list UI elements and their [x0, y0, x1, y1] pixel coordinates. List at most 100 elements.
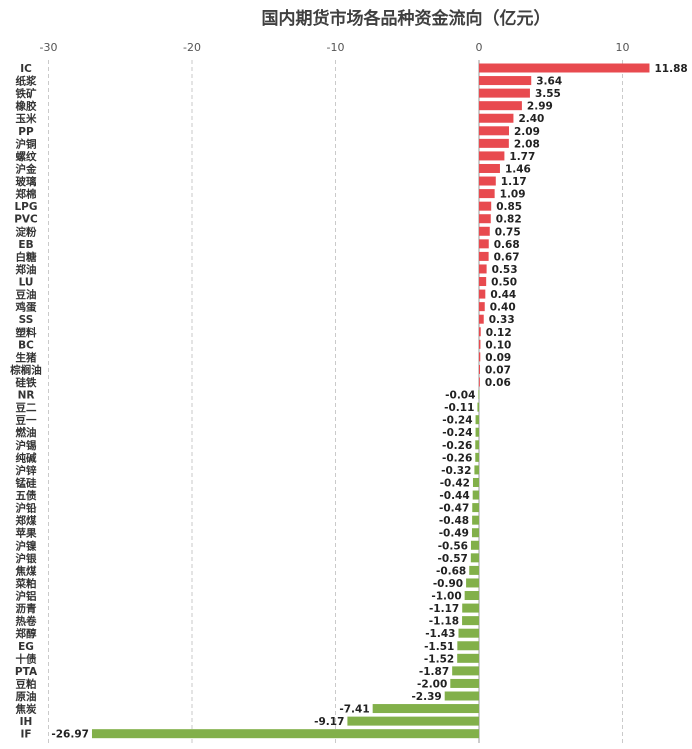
bar	[479, 163, 500, 173]
value-label: -0.24	[442, 427, 472, 439]
value-label: -0.90	[433, 578, 463, 590]
category-label: 棕榈油	[9, 363, 42, 376]
bar	[479, 113, 514, 123]
category-label: 锰硅	[16, 476, 37, 489]
x-tick-label: -10	[327, 41, 345, 54]
value-label: -1.18	[429, 616, 459, 628]
value-labels: 11.88 3.643.552.992.402.092.081.771.461.1…	[51, 63, 687, 741]
bar	[475, 427, 479, 437]
x-axis-ticks: -30 -20 -10 0 10	[40, 41, 630, 54]
value-label: 0.12	[486, 327, 512, 339]
bar	[444, 691, 479, 701]
bar	[479, 377, 480, 387]
bar	[479, 239, 489, 249]
bar	[372, 704, 479, 714]
bar	[462, 616, 479, 626]
value-label: 0.33	[489, 314, 515, 326]
bar	[479, 339, 481, 349]
value-label: -0.04	[445, 390, 475, 402]
value-label: -1.87	[419, 666, 449, 678]
value-label: -0.42	[440, 477, 470, 489]
category-label: 焦煤	[15, 564, 37, 577]
category-label: 螺纹	[16, 150, 37, 163]
value-label: 0.50	[491, 277, 517, 289]
category-label: 沪铝	[16, 590, 37, 603]
value-label: 1.46	[505, 163, 531, 175]
grid-lines	[48, 60, 623, 743]
category-label: 原油	[16, 690, 37, 703]
value-label: 0.44	[490, 289, 516, 301]
value-label: -2.00	[417, 678, 447, 690]
value-label: -0.49	[439, 528, 469, 540]
x-tick-label: -30	[40, 41, 58, 54]
value-label: -1.43	[425, 628, 455, 640]
category-label: 沪锡	[16, 439, 37, 452]
value-label: -0.56	[438, 540, 468, 552]
value-label: -0.44	[439, 490, 469, 502]
bar	[479, 289, 486, 299]
category-label: SS	[19, 314, 34, 326]
bar	[472, 490, 479, 500]
category-label: 白糖	[16, 250, 37, 263]
category-label: 纯碱	[16, 451, 37, 464]
bar	[479, 138, 509, 148]
bar	[91, 729, 479, 739]
bar	[474, 465, 479, 475]
value-label: -0.48	[439, 515, 469, 527]
value-label: 1.17	[501, 176, 527, 188]
bar	[464, 591, 479, 601]
category-label: 沪铜	[16, 137, 37, 150]
value-label: 0.06	[485, 377, 511, 389]
bar	[457, 653, 479, 663]
category-label: 五债	[16, 489, 37, 502]
chart-title: 国内期货市场各品种资金流向（亿元）	[262, 8, 551, 29]
bars	[91, 63, 650, 739]
value-label: -1.17	[429, 603, 459, 615]
value-label: -9.17	[314, 716, 344, 728]
bar	[470, 553, 479, 563]
category-label: PP	[18, 126, 34, 138]
bar	[479, 63, 650, 73]
value-label: -0.26	[442, 440, 472, 452]
category-label: 淀粉	[16, 225, 37, 238]
category-label: EB	[18, 239, 33, 251]
value-label: -0.68	[436, 565, 466, 577]
bar	[452, 666, 479, 676]
category-label: 硅铁	[16, 376, 37, 389]
value-label: 0.53	[492, 264, 518, 276]
bar	[479, 176, 496, 186]
bar	[475, 415, 479, 425]
value-label: -2.39	[411, 691, 441, 703]
bar	[479, 201, 492, 211]
value-label: 0.75	[495, 226, 521, 238]
category-label: IC	[20, 63, 32, 75]
x-tick-label: -20	[183, 41, 201, 54]
category-label: 豆粕	[16, 677, 37, 690]
value-label: -0.11	[444, 402, 474, 414]
bar	[471, 528, 479, 538]
bar	[479, 126, 509, 136]
bar	[479, 189, 495, 199]
category-label: 沪铅	[16, 502, 37, 515]
value-label: 0.10	[485, 339, 511, 351]
category-label: 豆油	[16, 288, 37, 301]
bar	[475, 452, 479, 462]
value-label: 0.85	[496, 201, 522, 213]
category-label: NR	[18, 390, 35, 402]
category-label: 鸡蛋	[15, 301, 37, 314]
value-label: 1.09	[500, 189, 526, 201]
bar	[450, 678, 479, 688]
value-label: -0.26	[442, 452, 472, 464]
value-label: 2.08	[514, 138, 540, 150]
value-label: -0.24	[442, 415, 472, 427]
category-label: 玉米	[16, 112, 37, 125]
bar	[479, 214, 491, 224]
category-label: 沥青	[16, 602, 37, 615]
value-label: 11.88	[654, 63, 687, 75]
category-label: IF	[20, 729, 31, 741]
category-label: 郑油	[16, 263, 37, 276]
bar	[472, 503, 479, 513]
bar	[478, 390, 480, 400]
value-label: 0.68	[494, 239, 520, 251]
